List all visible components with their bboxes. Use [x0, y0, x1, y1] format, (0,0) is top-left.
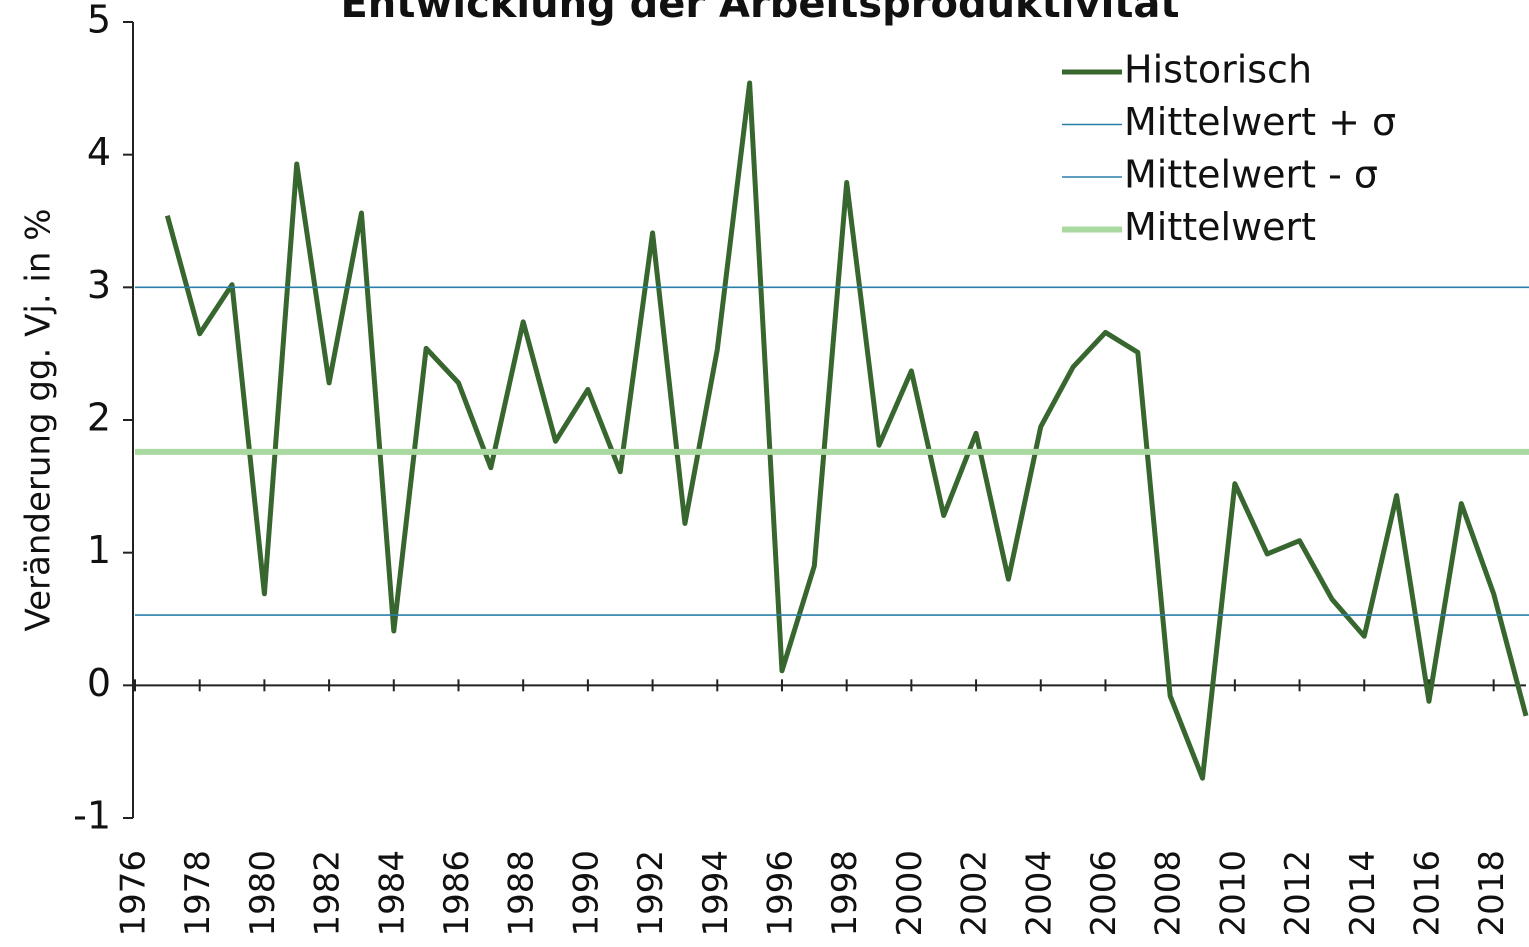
y-tick-label: 0: [87, 661, 111, 705]
x-tick-label: 1992: [631, 850, 671, 937]
y-axis-label: Veränderung gg. Vj. in %: [19, 208, 59, 631]
x-tick-label: 1976: [114, 850, 154, 937]
x-tick-label: 1994: [696, 850, 736, 937]
x-tick-label: 2014: [1343, 850, 1383, 937]
y-tick-label: 2: [87, 396, 111, 440]
legend-label: Mittelwert + σ: [1124, 100, 1396, 144]
x-tick-label: 2002: [955, 850, 995, 937]
chart-title: Entwicklung der Arbeitsproduktivität: [340, 0, 1179, 27]
x-tick-label: 1982: [308, 850, 348, 937]
legend-label: Mittelwert: [1124, 205, 1316, 249]
y-tick-label: 1: [87, 528, 111, 572]
legend-label: Mittelwert - σ: [1124, 153, 1378, 197]
x-tick-label: 2016: [1407, 850, 1447, 937]
x-tick-label: 1998: [825, 850, 865, 937]
y-tick-label: 3: [87, 263, 111, 307]
x-tick-label: 1980: [243, 850, 283, 937]
y-tick-label: 4: [87, 130, 111, 174]
x-tick-label: 2000: [890, 850, 930, 937]
x-tick-label: 1986: [437, 850, 477, 937]
x-tick-label: 1988: [502, 850, 542, 937]
x-tick-label: 1996: [760, 850, 800, 937]
x-tick-label: 2018: [1472, 850, 1512, 937]
x-tick-label: 2008: [1149, 850, 1189, 937]
y-tick-label: -1: [73, 794, 111, 838]
line-series: [164, 80, 1529, 781]
legend-label: Historisch: [1124, 48, 1312, 92]
x-tick-label: 1990: [566, 850, 606, 937]
x-tick-label: 2012: [1278, 850, 1318, 937]
x-tick-label: 2004: [1019, 850, 1059, 937]
y-tick-label: 5: [87, 0, 111, 42]
x-tick-label: 2006: [1084, 850, 1124, 937]
x-tick-label: 1984: [372, 850, 412, 937]
x-tick-label: 2010: [1213, 850, 1253, 937]
x-tick-label: 1978: [178, 850, 218, 937]
